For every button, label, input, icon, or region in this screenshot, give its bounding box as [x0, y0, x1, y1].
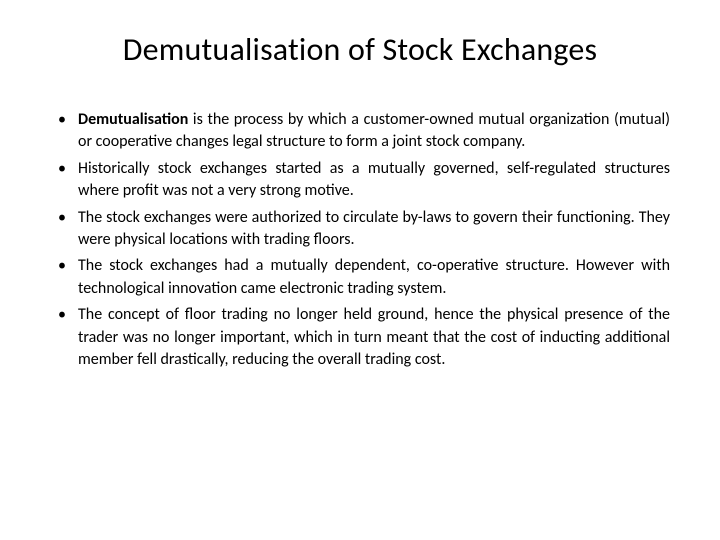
bullet-text: Historically stock exchanges started as … [78, 159, 670, 200]
slide-container: Demutualisation of Stock Exchanges Demut… [0, 0, 720, 540]
bullet-text: The stock exchanges had a mutually depen… [78, 256, 670, 297]
bullet-item: The stock exchanges were authorized to c… [50, 207, 670, 252]
slide-title: Demutualisation of Stock Exchanges [50, 30, 670, 69]
bullet-item: Demutualisation is the process by which … [50, 109, 670, 154]
bullet-text: The stock exchanges were authorized to c… [78, 208, 670, 249]
bullet-text: The concept of floor trading no longer h… [78, 305, 670, 369]
bullet-item: The concept of floor trading no longer h… [50, 304, 670, 371]
bullet-bold-lead: Demutualisation [78, 110, 188, 129]
bullet-item: Historically stock exchanges started as … [50, 158, 670, 203]
bullet-list: Demutualisation is the process by which … [50, 109, 670, 371]
bullet-item: The stock exchanges had a mutually depen… [50, 255, 670, 300]
